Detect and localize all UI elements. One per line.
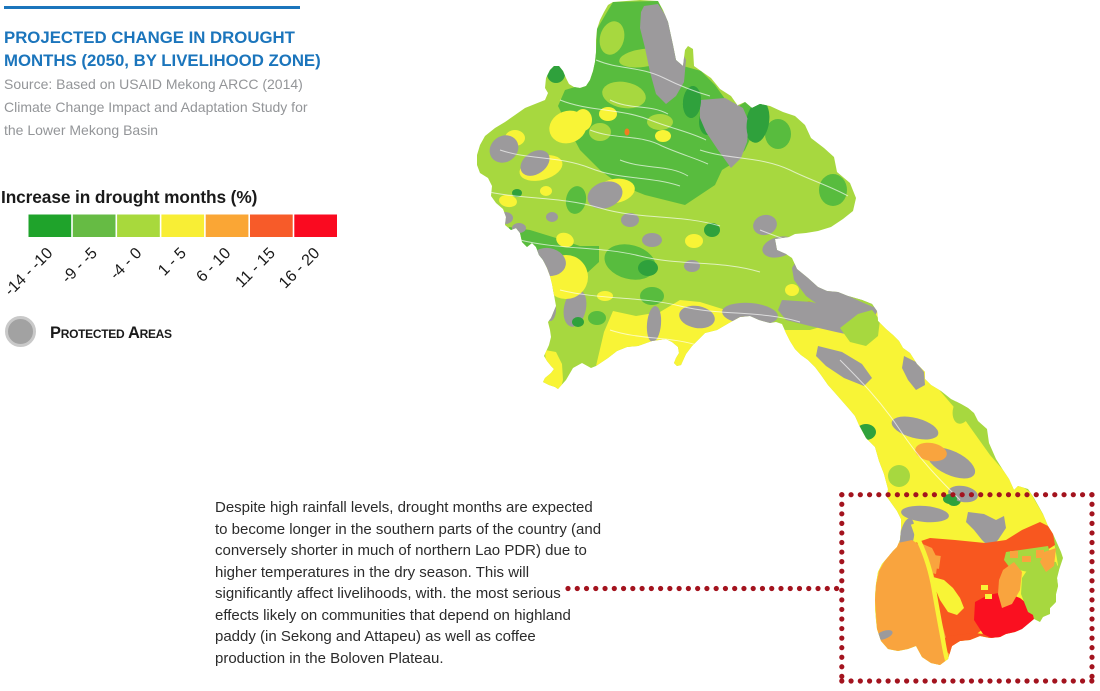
svg-text:11 - 15: 11 - 15 <box>232 245 278 291</box>
svg-text:1 - 5: 1 - 5 <box>155 245 190 280</box>
svg-text:-4 - 0: -4 - 0 <box>107 245 145 283</box>
svg-text:6 - 10: 6 - 10 <box>193 245 234 286</box>
svg-text:-9 - -5: -9 - -5 <box>59 245 101 287</box>
svg-text:16 - 20: 16 - 20 <box>276 245 323 292</box>
svg-text:-14 - -10: -14 - -10 <box>2 245 57 300</box>
